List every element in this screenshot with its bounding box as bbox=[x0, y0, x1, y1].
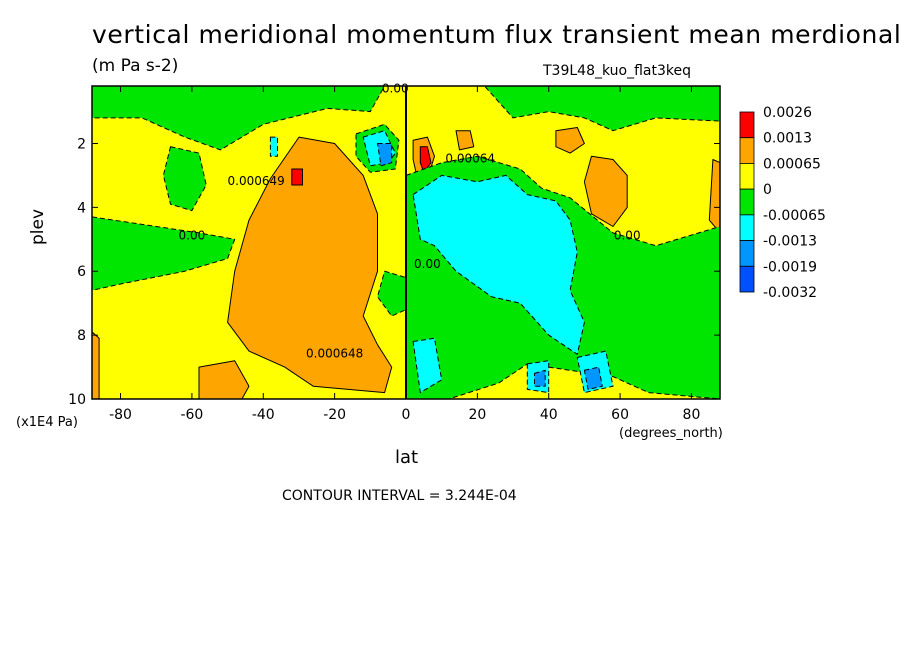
y-axis-ticks: 2 4 6 8 10 bbox=[68, 136, 720, 408]
x-tick-label-0: -80 bbox=[109, 407, 132, 423]
legend-label-1: 0.0013 bbox=[763, 131, 812, 147]
contour-label-3: 0.00064 bbox=[445, 152, 495, 166]
contour-label-6: 0.000648 bbox=[306, 346, 363, 360]
contour-region-6 bbox=[92, 331, 100, 399]
contour-region-0 bbox=[227, 136, 393, 394]
legend-swatch-6 bbox=[739, 265, 755, 293]
legend-swatch-0 bbox=[739, 111, 755, 139]
contour-region-23 bbox=[377, 143, 393, 167]
contour-region-9 bbox=[291, 168, 303, 186]
x-tick-label-8: 80 bbox=[683, 407, 701, 423]
run-id-label: T39L48_kuo_flat3keq bbox=[543, 63, 691, 79]
x-axis-ticks: -80 -60 -40 -20 0 20 40 60 80 bbox=[109, 86, 700, 423]
contour-region-15 bbox=[484, 86, 720, 132]
x-axis-label: lat bbox=[395, 447, 419, 468]
contour-region-11 bbox=[92, 216, 236, 291]
contour-region-5 bbox=[708, 159, 720, 234]
contour-region-25 bbox=[534, 369, 546, 387]
contour-region-16 bbox=[377, 270, 407, 317]
contour-region-17 bbox=[412, 174, 585, 355]
x-tick-label-5: 20 bbox=[468, 407, 486, 423]
contour-regions bbox=[92, 86, 720, 399]
legend-label-3: 0 bbox=[763, 182, 772, 198]
contour-region-8 bbox=[419, 146, 432, 173]
contour-region-22 bbox=[412, 337, 443, 394]
x-tick-label-6: 40 bbox=[540, 407, 558, 423]
contour-label-1: 0.000649 bbox=[228, 174, 285, 188]
y-tick-label-3: 8 bbox=[77, 328, 86, 344]
contour-region-2 bbox=[198, 360, 250, 399]
contour-region-12 bbox=[162, 146, 207, 212]
contour-region-10 bbox=[92, 86, 386, 151]
contour-label-0: 0.00 bbox=[382, 81, 409, 95]
contour-region-19 bbox=[269, 136, 278, 157]
legend-label-6: -0.0019 bbox=[763, 259, 817, 275]
contour-label-4: 0.00 bbox=[414, 257, 441, 271]
y-tick-label-2: 6 bbox=[77, 264, 86, 280]
chart-subtitle: (m Pa s-2) bbox=[92, 56, 179, 76]
legend-swatch-4 bbox=[739, 214, 755, 241]
legend-label-2: 0.00065 bbox=[763, 156, 821, 172]
legend-swatch-1 bbox=[739, 137, 755, 164]
x-tick-label-1: -60 bbox=[180, 407, 203, 423]
y-tick-label-4: 10 bbox=[68, 392, 86, 408]
y-axis-unit: (x1E4 Pa) bbox=[16, 415, 78, 430]
contour-region-3 bbox=[555, 127, 585, 154]
legend-swatch-5 bbox=[739, 240, 755, 267]
legend-label-0: 0.0026 bbox=[763, 105, 812, 121]
x-tick-label-3: -20 bbox=[323, 407, 346, 423]
contour-label-2: 0.00 bbox=[179, 228, 206, 242]
color-legend: 0.0026 0.0013 0.00065 0 -0.00065 -0.0013 -0.00… bbox=[739, 105, 826, 301]
contour-region-24 bbox=[583, 366, 603, 390]
chart-title: vertical meridional momentum flux transi… bbox=[92, 20, 902, 49]
legend-swatch-2 bbox=[739, 163, 755, 190]
y-tick-label-0: 2 bbox=[77, 136, 86, 152]
x-tick-label-7: 60 bbox=[611, 407, 629, 423]
x-axis-unit: (degrees_north) bbox=[619, 426, 723, 441]
contour-region-1 bbox=[583, 155, 628, 227]
y-tick-label-1: 4 bbox=[77, 200, 86, 216]
legend-label-7: -0.0032 bbox=[763, 285, 817, 301]
x-tick-label-4: 0 bbox=[402, 407, 411, 423]
contour-region-4 bbox=[455, 130, 475, 151]
x-tick-label-2: -40 bbox=[252, 407, 275, 423]
contour-labels: 0.00 0.000649 0.00 0.00064 0.00 0.00 0.000648 bbox=[179, 81, 641, 360]
legend-swatch-3 bbox=[739, 188, 755, 216]
legend-label-4: -0.00065 bbox=[763, 208, 826, 224]
legend-label-5: -0.0013 bbox=[763, 234, 817, 250]
contour-label-5: 0.00 bbox=[614, 228, 641, 242]
contour-interval-label: CONTOUR INTERVAL = 3.244E-04 bbox=[282, 488, 517, 504]
